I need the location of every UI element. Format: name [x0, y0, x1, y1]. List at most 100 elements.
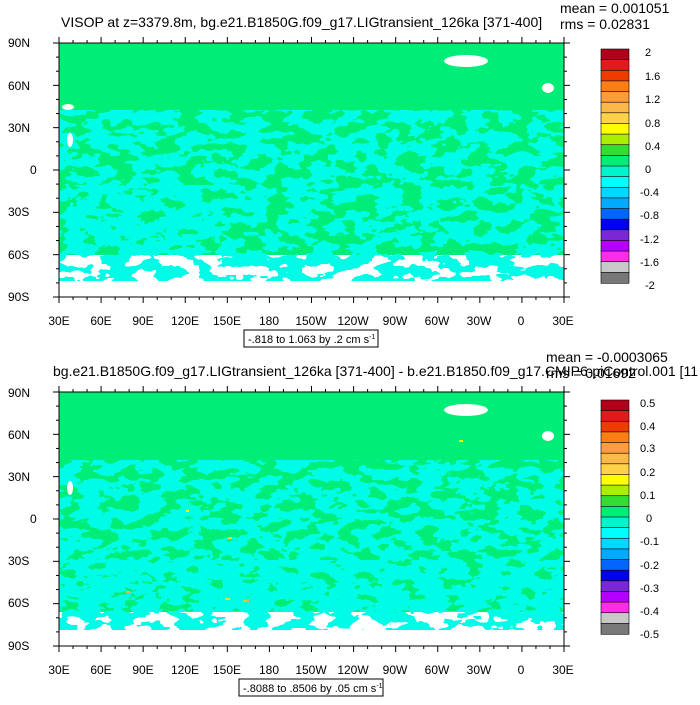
x-tick: 120E [171, 663, 199, 677]
colorbar-swatch [600, 186, 630, 199]
y-tick: 60S [8, 596, 29, 610]
y-tick: 30S [8, 554, 29, 568]
colorbar-swatch [600, 133, 630, 146]
x-tick: 120E [171, 314, 199, 328]
x-tick: 30E [48, 663, 69, 677]
colorbar-swatch [600, 101, 630, 114]
x-tick: 120W [337, 663, 369, 677]
colorbar-swatch [600, 623, 630, 635]
axis-ticks [53, 37, 570, 303]
y-tick-labels: 90N 60N 30N 0 30S 60S 90S [8, 386, 37, 653]
x-tick: 90E [132, 663, 153, 677]
y-tick: 60N [8, 428, 30, 442]
panel-top: VISOP at z=3379.8m, bg.e21.B1850G.f09_g1… [8, 0, 670, 348]
x-tick: 30W [467, 663, 492, 677]
range-label: -.818 to 1.063 by .2 cm s-1 [248, 334, 375, 346]
colorbar-label: 2 [645, 47, 651, 59]
colorbar-label: 0.5 [640, 398, 655, 410]
colorbar-swatch [600, 580, 630, 593]
colorbar-swatch [600, 537, 630, 550]
x-tick: 90W [383, 663, 408, 677]
x-tick-labels: 30E 60E 90E 120E 150E 180 150W 120W 90W … [48, 663, 573, 677]
colorbar-swatch [600, 463, 630, 476]
x-tick: 30E [552, 663, 573, 677]
field-southern-ocean [59, 560, 564, 630]
x-tick: 30W [467, 314, 492, 328]
colorbar-label: 1.2 [645, 94, 660, 106]
x-tick: 90E [132, 314, 153, 328]
mean-label: mean = 0.001051 [560, 0, 670, 16]
x-tick: 60E [90, 314, 111, 328]
y-tick: 90N [8, 386, 30, 400]
y-tick: 30S [8, 205, 29, 219]
colorbar-swatch [600, 48, 630, 61]
colorbar-label: 0.8 [645, 118, 660, 130]
x-tick: 150E [213, 314, 241, 328]
colorbar-label: -0.4 [640, 606, 659, 618]
y-tick: 0 [30, 512, 37, 526]
range-box: -.818 to 1.063 by .2 cm s-1 [243, 329, 379, 348]
x-tick: 0 [518, 663, 525, 677]
colorbar-swatch [600, 516, 630, 529]
x-tick-labels: 30E 60E 90E 120E 150E 180 150W 120W 90W … [48, 314, 573, 328]
x-tick: 60W [425, 314, 450, 328]
y-tick: 30N [8, 121, 30, 135]
colorbar-swatch [600, 69, 630, 82]
panel-bottom: bg.e21.B1850G.f09_g17.LIGtransient_126ka… [8, 349, 698, 697]
range-box: -.8088 to .8506 by .05 cm s-1 [238, 678, 384, 697]
antarctica-missing [59, 630, 564, 646]
colorbar-labels: 2 1.6 1.2 0.8 0.4 0 -0.4 -0.8 -1.2 -1.6 … [640, 47, 660, 292]
colorbar-swatch [600, 197, 630, 210]
y-tick: 0 [30, 163, 37, 177]
range-box-frame [238, 678, 384, 697]
x-tick: 0 [518, 314, 525, 328]
colorbar-swatch [600, 176, 630, 188]
colorbar-swatch [600, 527, 630, 539]
y-tick: 90S [8, 639, 29, 653]
colorbar-swatch [600, 484, 630, 497]
colorbar-swatch [600, 442, 630, 454]
colorbar-swatch [600, 591, 630, 603]
x-tick: 150W [295, 314, 327, 328]
colorbar: 2 1.6 1.2 0.8 0.4 0 -0.4 -0.8 -1.2 -1.6 … [600, 47, 660, 292]
chart-title: VISOP at z=3379.8m, bg.e21.B1850G.f09_g1… [61, 14, 542, 30]
x-tick: 60E [90, 663, 111, 677]
range-box-frame [243, 329, 379, 348]
x-tick: 120W [337, 314, 369, 328]
colorbar-swatch [600, 261, 630, 273]
anomaly-speck [126, 591, 130, 593]
y-tick-labels: 90N 60N 30N 0 30S 60S 90S [8, 36, 37, 304]
colorbar-swatch [600, 569, 630, 582]
rms-label: rms = 0.01692 [546, 365, 636, 381]
colorbar-swatch [600, 420, 630, 433]
colorbar-swatches [600, 48, 630, 284]
colorbar-label: -0.3 [640, 583, 659, 595]
colorbar-label: 0 [645, 164, 651, 176]
colorbar-swatch [600, 474, 630, 486]
x-tick: 90W [383, 314, 408, 328]
land-missing [67, 133, 73, 147]
colorbar-swatch [600, 218, 630, 231]
anomaly-speck [225, 598, 230, 600]
colorbar-label: -0.4 [640, 187, 659, 199]
chart-title: bg.e21.B1850G.f09_g17.LIGtransient_126ka… [53, 363, 698, 379]
colorbar-label: 0.1 [640, 490, 655, 502]
colorbar-swatch [600, 272, 630, 284]
map-field [58, 42, 565, 298]
colorbar-swatch [600, 155, 630, 167]
colorbar-label: 0.3 [640, 443, 655, 455]
colorbar-swatch [600, 112, 630, 125]
colorbar-swatch [600, 495, 630, 507]
colorbar-label: 0.4 [640, 421, 655, 433]
anomaly-speck [459, 440, 463, 442]
colorbar-swatch [600, 431, 630, 444]
colorbar-swatch [600, 548, 630, 561]
colorbar-label: 0 [646, 513, 652, 525]
colorbar-label: 1.6 [645, 71, 660, 83]
colorbar-labels: 0.5 0.4 0.3 0.2 0.1 0 -0.1 -0.2 -0.3 -0.… [640, 398, 659, 641]
range-label: -.8088 to .8506 by .05 cm s-1 [243, 683, 383, 695]
colorbar-swatch [600, 250, 630, 263]
colorbar-swatch [600, 208, 630, 220]
rms-label: rms = 0.02831 [560, 16, 650, 32]
